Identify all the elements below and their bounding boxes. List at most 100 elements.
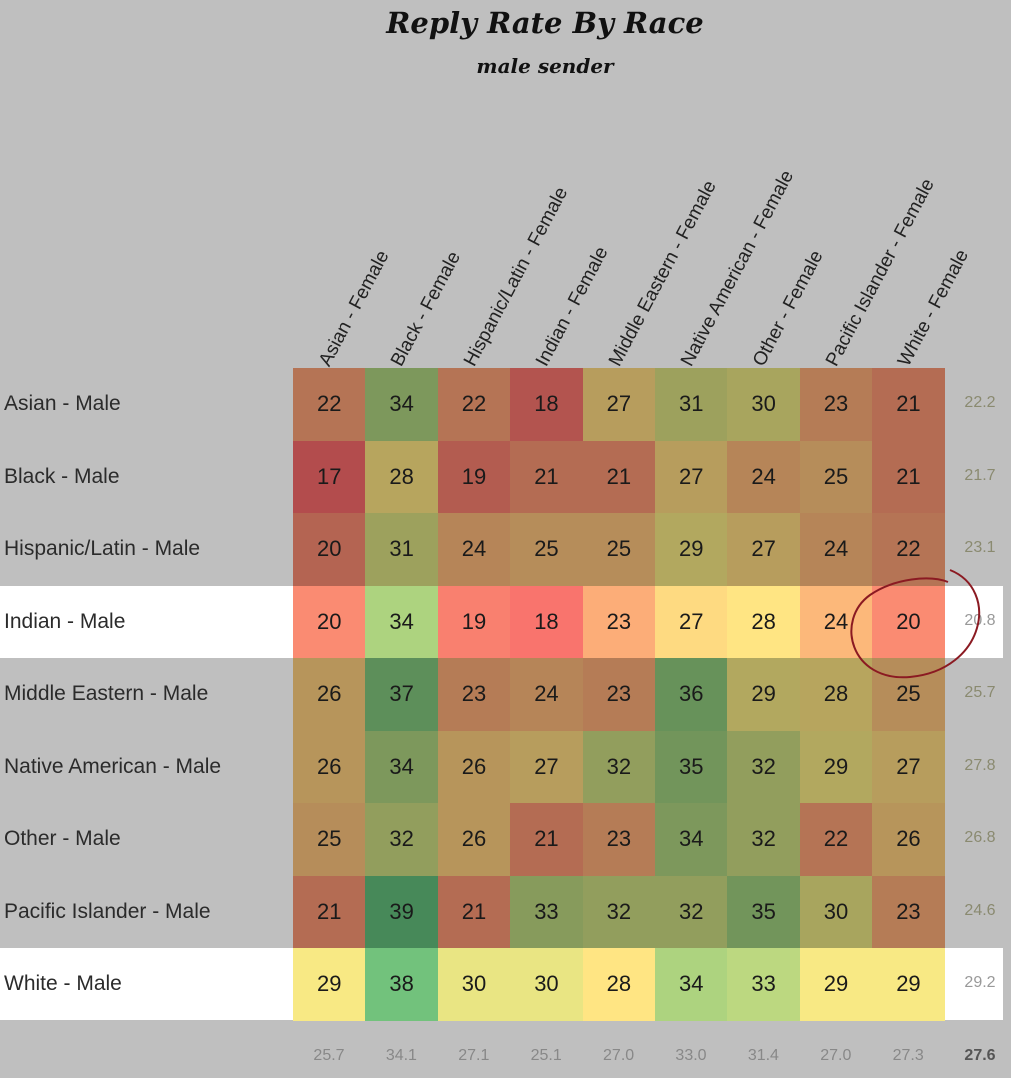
column-average: 27.3 [892,1047,924,1064]
heatmap-cell: 27 [655,440,728,513]
column-average: 25.1 [530,1047,562,1064]
heatmap-cell: 26 [437,803,511,876]
heatmap-cell: 32 [365,803,438,876]
heatmap-cell: 21 [582,440,656,513]
heatmap-cell: 27 [510,730,583,803]
heatmap-cell: 22 [437,368,511,441]
heatmap-cell: 19 [437,585,511,658]
heatmap-cell: 18 [510,368,583,441]
heatmap-cell: 24 [437,513,511,586]
column-average: 27.0 [603,1047,635,1064]
heatmap-cell: 22 [799,803,873,876]
heatmap-cell: 25 [510,513,583,586]
row-average: 27.8 [964,756,996,774]
heatmap-cell: 20 [293,513,366,586]
heatmap-cell: 34 [655,948,728,1021]
heatmap-cell: 23 [799,368,873,441]
column-label: White - Female [894,246,974,370]
heatmap-cell: 32 [655,875,728,948]
column-average: 25.7 [313,1047,345,1064]
chart-subtitle: male sender [476,54,614,78]
column-label: Indian - Female [532,243,613,370]
heatmap-cell: 17 [293,440,366,513]
row-average: 21.7 [964,466,996,484]
heatmap-cell: 24 [799,585,873,658]
heatmap-cell: 32 [582,875,656,948]
heatmap-cell: 21 [872,440,945,513]
heatmap-cell: 20 [293,585,366,658]
heatmap-cell: 28 [727,585,800,658]
heatmap-cell: 33 [510,875,583,948]
heatmap-cell: 23 [582,803,656,876]
heatmap-cell: 30 [437,948,511,1021]
column-average: 27.1 [458,1047,490,1064]
heatmap-cell: 34 [655,803,728,876]
heatmap-cell: 32 [727,730,800,803]
heatmap-cell: 25 [799,440,873,513]
heatmap-cell: 18 [510,585,583,658]
heatmap-cell: 29 [727,658,800,731]
row-label: Other - Male [4,827,121,850]
heatmap-cell: 26 [293,730,366,803]
heatmap-cell: 20 [872,585,945,658]
heatmap-cell: 32 [727,803,800,876]
heatmap-cell: 23 [582,658,656,731]
heatmap-cell: 21 [510,803,583,876]
column-label: Asian - Female [315,247,394,370]
heatmap-cell: 29 [293,948,366,1021]
row-label: Middle Eastern - Male [4,682,209,705]
row-label: Hispanic/Latin - Male [4,537,201,560]
heatmap-cell: 21 [872,368,945,441]
heatmap-cell: 28 [365,440,438,513]
column-average: 34.1 [385,1047,417,1064]
heatmap-cell: 32 [582,730,656,803]
heatmap-cell: 30 [799,875,873,948]
heatmap-cell: 21 [510,440,583,513]
row-average: 26.8 [964,829,996,846]
column-average: 27.0 [820,1047,852,1064]
heatmap-cell: 28 [799,658,873,731]
heatmap-cell: 35 [655,730,728,803]
heatmap-cell: 30 [727,368,800,441]
heatmap-cell: 38 [365,948,438,1021]
heatmap-cell: 19 [437,440,511,513]
row-label: Asian - Male [4,392,121,415]
heatmap-cell: 34 [365,730,438,803]
overall-average: 27.6 [964,1047,996,1064]
row-label: White - Male [4,972,122,995]
heatmap-cell: 36 [655,658,728,731]
heatmap-cell: 25 [872,658,945,731]
heatmap-cell: 25 [582,513,656,586]
heatmap-cell: 30 [510,948,583,1021]
heatmap-cell: 35 [727,875,800,948]
heatmap-cell: 27 [655,585,728,658]
heatmap-cell: 26 [872,803,945,876]
row-label: Native American - Male [4,754,222,778]
row-average: 29.2 [964,974,996,991]
column-label: Other - Female [749,247,828,370]
row-average: 23.1 [964,539,996,556]
row-label: Black - Male [4,464,120,488]
row-average: 20.8 [964,611,996,629]
heatmap-cell: 26 [293,658,366,731]
heatmap-cell: 27 [582,368,656,441]
heatmap-cell: 29 [655,513,728,586]
heatmap-cell: 31 [365,513,438,586]
heatmap-cell: 29 [799,730,873,803]
heatmap-cell: 21 [437,875,511,948]
heatmap-cell: 28 [582,948,656,1021]
heatmap-cell: 22 [872,513,945,586]
heatmap-cell: 23 [437,658,511,731]
heatmap-cell: 26 [437,730,511,803]
heatmap-cell: 24 [799,513,873,586]
row-label: Indian - Male [4,609,126,633]
heatmap-cell: 34 [365,368,438,441]
column-average: 33.0 [675,1047,707,1064]
column-label: Black - Female [387,248,466,370]
heatmap-cell: 27 [727,513,800,586]
heatmap-cell: 34 [365,585,438,658]
heatmap-cell: 33 [727,948,800,1021]
heatmap-cell: 24 [510,658,583,731]
heatmap-cell: 22 [293,368,366,441]
chart-title: Reply Rate By Race [386,6,704,40]
